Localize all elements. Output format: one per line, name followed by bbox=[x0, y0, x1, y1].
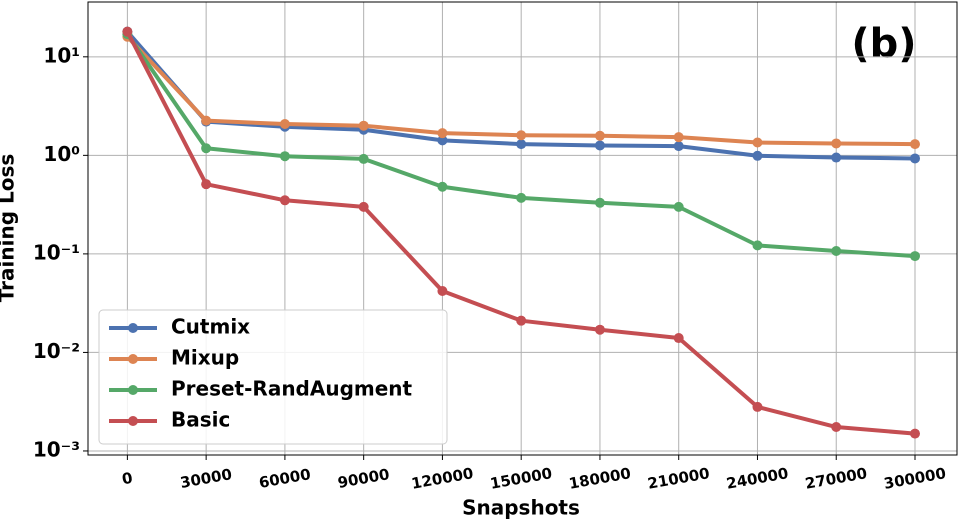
point bbox=[279, 151, 290, 162]
point bbox=[201, 115, 212, 126]
x-tick-label: 270000 bbox=[804, 464, 869, 493]
legend-marker bbox=[128, 354, 138, 364]
point bbox=[437, 286, 448, 297]
point bbox=[831, 138, 842, 149]
point bbox=[752, 401, 763, 412]
legend-marker bbox=[128, 323, 138, 333]
x-axis-label: Snapshots bbox=[462, 496, 580, 520]
y-tick-label: 10⁻² bbox=[33, 339, 80, 363]
legend-marker bbox=[128, 416, 138, 426]
point bbox=[673, 141, 684, 152]
point bbox=[437, 135, 448, 146]
x-tick-label: 150000 bbox=[489, 464, 554, 493]
point bbox=[831, 422, 842, 433]
y-tick-label: 10⁰ bbox=[43, 142, 80, 166]
legend-label: Cutmix bbox=[171, 315, 250, 339]
point bbox=[516, 139, 527, 150]
legend-box bbox=[98, 309, 448, 445]
legend-label: Basic bbox=[171, 408, 230, 432]
x-tick-label: 180000 bbox=[567, 464, 632, 493]
point bbox=[909, 139, 920, 150]
point bbox=[673, 333, 684, 344]
x-tick-label: 120000 bbox=[410, 464, 475, 493]
point bbox=[831, 152, 842, 163]
x-tick-label: 30000 bbox=[179, 465, 234, 492]
point bbox=[909, 428, 920, 439]
x-tick-label: 300000 bbox=[883, 464, 948, 493]
y-axis-label: Training Loss bbox=[0, 154, 19, 303]
plot-frame bbox=[87, 1, 958, 456]
y-tick-label: 10⁻³ bbox=[33, 437, 80, 461]
legend-label: Mixup bbox=[171, 346, 239, 370]
x-tick-label: 240000 bbox=[725, 464, 790, 493]
point bbox=[437, 181, 448, 192]
point bbox=[673, 201, 684, 212]
point bbox=[594, 197, 605, 208]
point bbox=[279, 119, 290, 130]
annotation: (b) bbox=[851, 21, 916, 67]
point bbox=[752, 240, 763, 251]
point bbox=[516, 192, 527, 203]
y-tick-label: 10¹ bbox=[43, 43, 80, 67]
point bbox=[516, 315, 527, 326]
x-tick-label: 90000 bbox=[336, 465, 391, 492]
point bbox=[201, 179, 212, 190]
legend-label: Preset-RandAugment bbox=[171, 377, 413, 401]
point bbox=[358, 120, 369, 131]
point bbox=[831, 245, 842, 256]
point bbox=[122, 26, 133, 37]
point bbox=[909, 153, 920, 164]
point bbox=[752, 137, 763, 148]
point bbox=[752, 150, 763, 161]
legend-marker bbox=[128, 385, 138, 395]
point bbox=[437, 128, 448, 139]
point bbox=[358, 201, 369, 212]
x-tick-label: 0 bbox=[121, 469, 134, 489]
x-tick-label: 210000 bbox=[646, 464, 711, 493]
y-tick-label: 10⁻¹ bbox=[33, 240, 80, 264]
point bbox=[279, 195, 290, 206]
x-tick-label: 60000 bbox=[258, 465, 313, 492]
point bbox=[201, 143, 212, 154]
point bbox=[358, 153, 369, 164]
point bbox=[594, 324, 605, 335]
point bbox=[673, 132, 684, 143]
point bbox=[594, 130, 605, 141]
point bbox=[594, 140, 605, 151]
point bbox=[909, 251, 920, 262]
point bbox=[516, 130, 527, 141]
